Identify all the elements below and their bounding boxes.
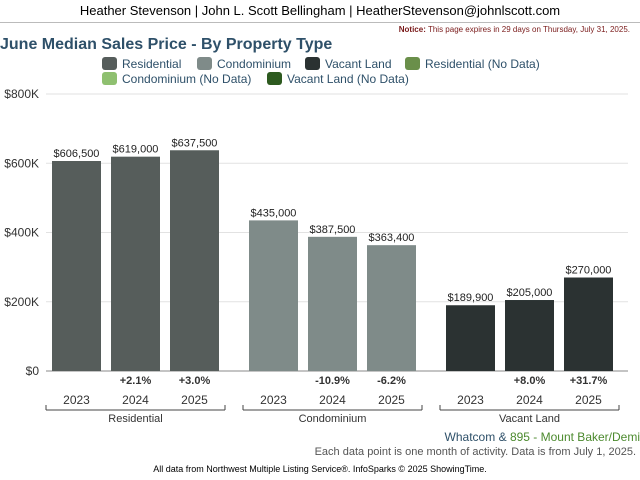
legend-swatch [267,72,282,85]
change-label: +31.7% [570,375,608,387]
y-tick-label: $200K [4,295,39,309]
x-tick-label: 2023 [260,393,287,407]
legend-item-condominium-no-data[interactable]: Condominium (No Data) [102,72,251,86]
bar[interactable] [564,277,613,371]
group-label: Condominium [299,413,367,425]
agent-header: Heather Stevenson | John L. Scott Bellin… [0,0,640,23]
legend-label: Condominium [217,57,292,71]
change-label: +3.0% [179,375,211,387]
bar[interactable] [249,220,298,371]
notice-label: Notice: [398,25,426,34]
y-tick-label: $0 [26,364,40,378]
legend-item-condominium[interactable]: Condominium [197,57,291,71]
legend-item-residential[interactable]: Residential [102,57,181,71]
data-note: Each data point is one month of activity… [314,446,636,458]
x-tick-label: 2024 [319,393,346,407]
legend-item-residential-no-data[interactable]: Residential (No Data) [405,57,540,71]
group-label: Residential [108,413,162,425]
bar[interactable] [52,160,101,371]
legend-label: Vacant Land (No Data) [287,72,409,86]
x-tick-label: 2023 [63,393,90,407]
y-tick-label: $600K [4,156,39,170]
bar[interactable] [308,236,357,371]
change-label: +2.1% [120,375,152,387]
bar-value-label: $637,500 [172,137,218,149]
change-label: -6.2% [377,375,406,387]
legend-label: Residential (No Data) [425,57,540,71]
data-source: All data from Northwest Multiple Listing… [153,464,487,474]
group-label: Vacant Land [499,413,560,425]
bar-value-label: $363,400 [369,232,415,244]
y-tick-label: $400K [4,226,39,240]
location-amp: & [498,430,507,444]
location-county: Whatcom [444,430,496,444]
location-area: 895 - Mount Baker/Demi [509,430,640,444]
bar[interactable] [505,300,554,371]
legend-swatch [102,57,117,70]
x-tick-label: 2025 [181,393,208,407]
expiry-notice: Notice: This page expires in 29 days on … [399,25,630,34]
bar[interactable] [367,245,416,371]
bar[interactable] [111,156,160,371]
bar-value-label: $205,000 [507,287,553,299]
legend-swatch [197,57,212,70]
bar-value-label: $189,900 [448,292,494,304]
notice-text: This page expires in 29 days on Thursday… [427,25,630,34]
legend-swatch [305,57,320,70]
bar-value-label: $387,500 [310,224,356,236]
bar-value-label: $619,000 [113,144,159,156]
x-tick-label: 2023 [457,393,484,407]
bar[interactable] [170,150,219,371]
legend-item-vacant-land[interactable]: Vacant Land [305,57,392,71]
legend-item-vacant-land-no-data[interactable]: Vacant Land (No Data) [267,72,409,86]
x-tick-label: 2025 [575,393,602,407]
bar-value-label: $435,000 [251,207,297,219]
x-tick-label: 2024 [516,393,543,407]
change-label: -10.9% [315,375,350,387]
legend-label: Condominium (No Data) [122,72,252,86]
x-tick-label: 2025 [378,393,405,407]
location-label: Whatcom & 895 - Mount Baker/Demi [445,430,640,444]
x-tick-label: 2024 [122,393,149,407]
chart-title: June Median Sales Price - By Property Ty… [0,36,333,53]
bar-value-label: $270,000 [566,265,612,277]
change-label: +8.0% [514,375,546,387]
bar[interactable] [446,305,495,371]
y-tick-label: $800K [4,87,39,101]
legend-label: Vacant Land [325,57,392,71]
legend-swatch [405,57,420,70]
legend-label: Residential [122,57,182,71]
bar-value-label: $606,500 [54,148,100,160]
legend-swatch [102,72,117,85]
